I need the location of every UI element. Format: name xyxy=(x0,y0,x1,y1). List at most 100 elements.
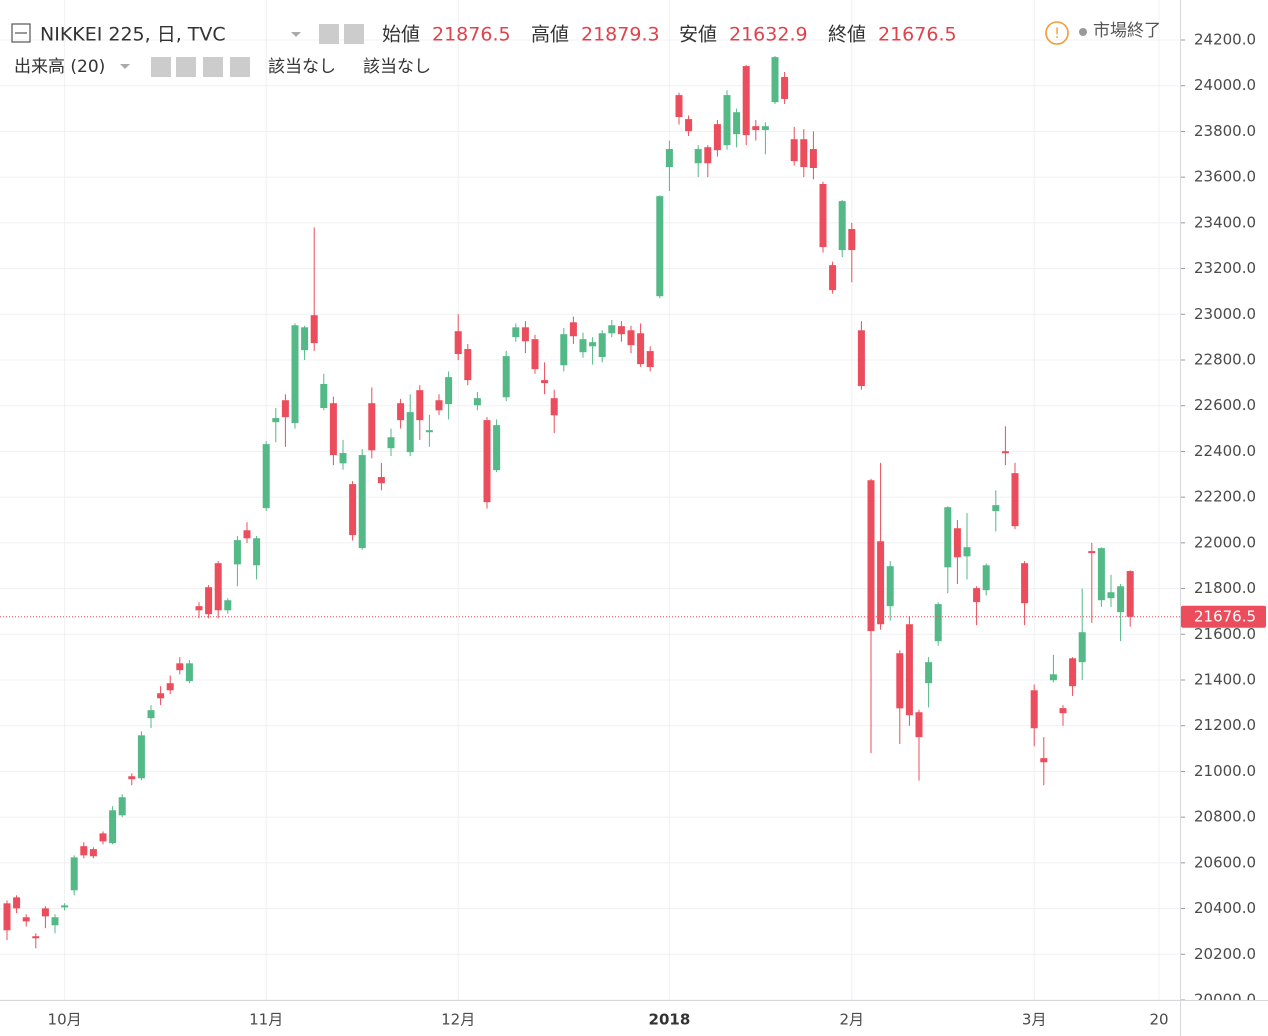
y-tick-label: 22600.0 xyxy=(1194,396,1256,414)
candle-body xyxy=(771,57,779,103)
candle-body xyxy=(22,917,30,922)
candle-body xyxy=(809,149,817,168)
candle-body xyxy=(1126,571,1134,617)
candle-body xyxy=(416,390,424,421)
y-tick-label: 23600.0 xyxy=(1194,168,1256,186)
candle-body xyxy=(329,403,337,456)
candle-body xyxy=(51,917,59,926)
dropdown-icon[interactable] xyxy=(120,64,130,69)
candle-body xyxy=(99,833,107,842)
candle-body xyxy=(1107,592,1115,599)
candle-body xyxy=(1078,632,1086,663)
collapse-icon[interactable] xyxy=(11,23,31,43)
dropdown-icon[interactable] xyxy=(291,32,301,37)
candle-body xyxy=(550,398,558,416)
candle-body xyxy=(262,444,270,509)
market-status: 市場終了 xyxy=(1093,21,1161,41)
candle-body xyxy=(137,735,145,779)
candle-body xyxy=(185,663,193,682)
candle-body xyxy=(589,342,597,347)
high-label: 高値 xyxy=(531,24,569,46)
candle-body xyxy=(829,265,837,291)
candle-body xyxy=(953,528,961,558)
x-tick-label: 3月 xyxy=(1022,1011,1047,1029)
candle-body xyxy=(992,505,1000,512)
y-tick-label: 21800.0 xyxy=(1194,579,1256,597)
candle-body xyxy=(1059,708,1067,714)
candle-body xyxy=(934,604,942,642)
candle-body xyxy=(425,430,433,433)
eye-icon[interactable] xyxy=(151,57,171,77)
candle-body xyxy=(569,322,577,337)
candle-body xyxy=(1097,548,1105,601)
candle-body xyxy=(397,403,405,421)
y-tick-label: 22200.0 xyxy=(1194,488,1256,506)
candle-body xyxy=(665,149,673,168)
grid xyxy=(0,0,1180,1000)
candle-body xyxy=(1088,551,1096,554)
y-axis: 20000.0 20200.0 20400.0 20600.0 20800.0 21000… xyxy=(1180,31,1256,1000)
x-tick-label: 11月 xyxy=(249,1011,283,1029)
candle-body xyxy=(541,380,549,384)
candle-body xyxy=(32,936,40,939)
candle-body xyxy=(723,95,731,146)
candle-body xyxy=(886,566,894,607)
candle-body xyxy=(877,541,885,625)
x-axis: 10月 11月 12月 2018 2月 3月 20 xyxy=(48,1011,1169,1029)
candle-body xyxy=(579,339,587,353)
candle-body xyxy=(301,327,309,351)
y-tick-label: 20200.0 xyxy=(1194,945,1256,963)
x-tick-label: 12月 xyxy=(441,1011,475,1029)
x-tick-label: 2月 xyxy=(840,1011,865,1029)
candle-body xyxy=(454,331,462,355)
candle-body xyxy=(224,600,232,611)
x-tick-label: 20 xyxy=(1149,1011,1168,1029)
candle-body xyxy=(598,333,606,358)
candle-body xyxy=(291,325,299,424)
candle-body xyxy=(1021,563,1029,604)
candle-body xyxy=(502,356,510,398)
candle-body xyxy=(435,400,443,411)
candle-body xyxy=(973,588,981,603)
plus-icon[interactable] xyxy=(203,57,223,77)
candle-body xyxy=(704,147,712,164)
close-label: 終値 xyxy=(828,24,866,46)
alert-icon: ! xyxy=(1054,26,1060,42)
y-tick-label: 21000.0 xyxy=(1194,762,1256,780)
y-tick-label: 23400.0 xyxy=(1194,213,1256,231)
candle-body xyxy=(800,139,808,168)
candle-body xyxy=(70,857,78,891)
candle-body xyxy=(358,455,366,549)
candle-body xyxy=(128,776,136,780)
candle-body xyxy=(637,333,645,365)
candle-body xyxy=(1040,758,1048,763)
candle-body xyxy=(41,908,49,917)
candle-body xyxy=(205,587,213,615)
alert-icon[interactable] xyxy=(1045,21,1069,45)
candle-body xyxy=(512,327,520,338)
eye-icon[interactable] xyxy=(319,24,339,44)
candle-body xyxy=(905,624,913,716)
candle-body xyxy=(483,420,491,503)
settings-icon[interactable] xyxy=(176,57,196,77)
candle-body xyxy=(1001,451,1009,454)
volume-label: 出来高 (20) xyxy=(14,57,105,77)
y-tick-label: 21400.0 xyxy=(1194,671,1256,689)
close-icon[interactable] xyxy=(230,57,250,77)
y-tick-label: 23200.0 xyxy=(1194,259,1256,277)
candle-body xyxy=(339,453,347,464)
candle-body xyxy=(493,425,501,471)
x-tick-label: 10月 xyxy=(48,1011,82,1029)
candle-body xyxy=(233,540,241,565)
settings-icon[interactable] xyxy=(344,24,364,44)
candle-body xyxy=(445,377,453,405)
candle-body xyxy=(157,693,165,699)
candle-body xyxy=(838,201,846,251)
candle-body xyxy=(790,139,798,162)
candle-body xyxy=(1049,674,1057,681)
y-tick-label: 20400.0 xyxy=(1194,899,1256,917)
status-dot xyxy=(1079,28,1087,36)
candle-body xyxy=(281,400,289,418)
